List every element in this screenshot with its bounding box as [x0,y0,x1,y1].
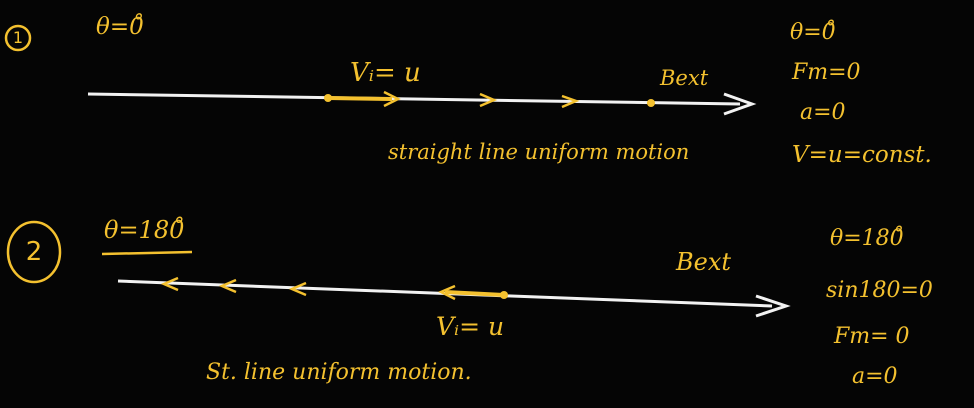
case2-motion-arrow-1 [160,276,179,292]
case1-charge-start [324,94,332,102]
case1-velocity-label: Vᵢ= u [350,58,421,88]
case1-result-force: Fm=0 [792,60,861,85]
case2-velocity-label: Vᵢ= u [436,312,505,341]
case2-velocity-segment [444,290,505,297]
case2-field-arrowhead [755,294,791,318]
case1-number: 1 [12,28,24,47]
case1-motion-arrow-2 [561,94,580,109]
case1-motion-arrow-1 [479,92,498,108]
case1-velocity-segment [327,96,393,101]
case2-result-sine: sin180=0 [826,278,933,303]
case1-field-label: Bext [660,66,709,90]
case1-velocity-arrowhead [383,90,401,108]
case2-motion-arrow-2 [218,278,237,294]
case1-charge-end [647,99,655,107]
case1-caption: straight line uniform motion [388,140,690,164]
case2-result-acceleration: a=0 [852,364,898,389]
case1-angle-label: θ=0̊ [96,14,144,40]
case2-motion-arrow-3 [288,281,307,297]
case2-field-label: Bext [676,248,732,276]
case2-number: 2 [25,237,43,267]
case1-result-acceleration: a=0 [800,100,846,125]
case2-angle-label: θ=180̊ [104,216,185,244]
case1-result-velocity: V=u=const. [792,142,932,168]
case2-velocity-arrowhead [438,284,456,301]
case1-field-line [87,92,741,106]
case2-caption: St. line uniform motion. [206,360,472,385]
case1-field-arrowhead [723,92,757,116]
case2-charge [500,291,508,299]
case2-result-angle: θ=180̊ [830,226,904,251]
case1-result-angle: θ=0̊ [790,20,836,45]
case2-number-circle [6,220,62,284]
case2-angle-underline [101,250,193,256]
case2-result-force: Fm= 0 [834,324,910,349]
case1-number-circle [4,24,32,52]
